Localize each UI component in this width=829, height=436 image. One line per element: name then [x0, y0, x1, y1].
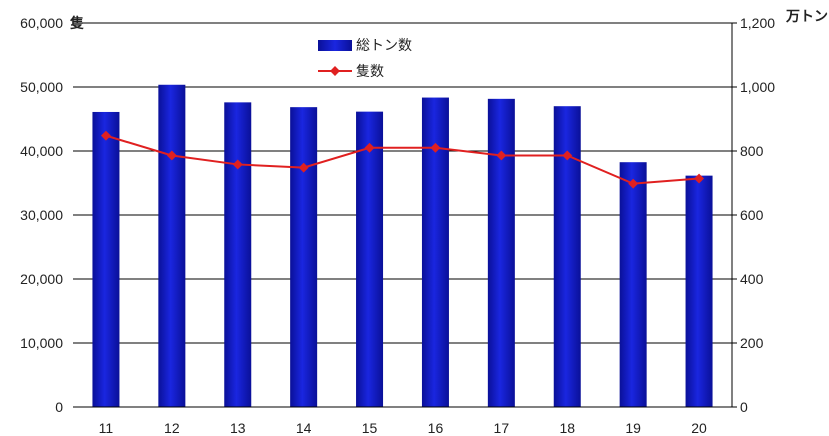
line-point — [101, 130, 111, 141]
bar — [290, 107, 318, 407]
bar — [158, 84, 186, 407]
left-tick-label: 30,000 — [20, 207, 63, 223]
legend-bar-swatch — [318, 40, 352, 51]
right-tick-label: 1,000 — [740, 79, 775, 95]
bar-series — [92, 84, 713, 408]
line-point — [694, 173, 704, 184]
left-tick-label: 40,000 — [20, 143, 63, 159]
line-point — [562, 150, 573, 161]
right-axis-ticks: 0 200 400 600 800 1,000 1,200 — [732, 15, 775, 415]
left-tick-label: 10,000 — [20, 335, 63, 351]
legend-line-marker — [330, 66, 340, 76]
legend: 総トン数 隻数 — [318, 38, 412, 80]
line-point — [430, 142, 441, 153]
line-point — [166, 150, 177, 161]
bar — [92, 111, 120, 408]
x-tick-label: 16 — [428, 420, 444, 436]
x-tick-label: 12 — [164, 420, 180, 436]
x-tick-label: 17 — [494, 420, 510, 436]
left-tick-label: 60,000 — [20, 15, 63, 31]
line-point — [364, 142, 375, 153]
right-tick-label: 800 — [740, 143, 764, 159]
left-tick-label: 50,000 — [20, 79, 63, 95]
line-point — [298, 162, 309, 173]
x-tick-label: 19 — [625, 420, 641, 436]
line-point — [628, 178, 639, 189]
x-tick-label: 11 — [99, 420, 114, 436]
x-tick-label: 20 — [691, 420, 707, 436]
x-tick-label: 15 — [362, 420, 378, 436]
x-axis-ticks: 11 12 13 14 15 16 17 18 19 20 — [99, 420, 707, 436]
bar — [487, 98, 515, 407]
left-tick-label: 20,000 — [20, 271, 63, 287]
x-tick-label: 13 — [230, 420, 246, 436]
right-tick-label: 200 — [740, 335, 764, 351]
right-axis-unit: 万トン — [785, 9, 828, 25]
right-tick-label: 400 — [740, 271, 764, 287]
left-axis-unit: 隻 — [69, 15, 84, 32]
x-tick-label: 14 — [296, 420, 312, 436]
bar — [356, 111, 384, 407]
bar — [224, 102, 252, 408]
legend-line-label: 隻数 — [356, 64, 384, 80]
right-tick-label: 600 — [740, 207, 764, 223]
bar — [685, 175, 713, 407]
right-tick-label: 0 — [740, 399, 748, 415]
left-axis-ticks: 0 10,000 20,000 30,000 40,000 50,000 60,000 — [20, 15, 63, 415]
left-tick-label: 0 — [55, 399, 63, 415]
right-tick-label: 1,200 — [740, 15, 775, 31]
bar — [619, 162, 647, 407]
legend-bar-label: 総トン数 — [356, 38, 412, 54]
line-point — [496, 150, 507, 161]
line-path — [105, 134, 700, 185]
line-series — [101, 130, 704, 189]
x-tick-label: 18 — [559, 420, 575, 436]
line-point — [232, 159, 243, 170]
